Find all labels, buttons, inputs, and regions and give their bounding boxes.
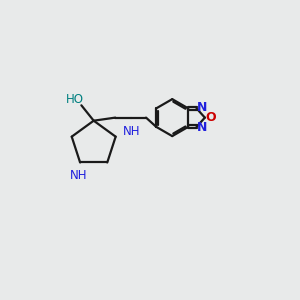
Text: NH: NH [123,124,140,137]
Text: N: N [197,121,207,134]
Text: O: O [205,111,216,124]
Text: NH: NH [70,169,87,182]
Text: HO: HO [66,93,84,106]
Text: N: N [197,101,207,114]
